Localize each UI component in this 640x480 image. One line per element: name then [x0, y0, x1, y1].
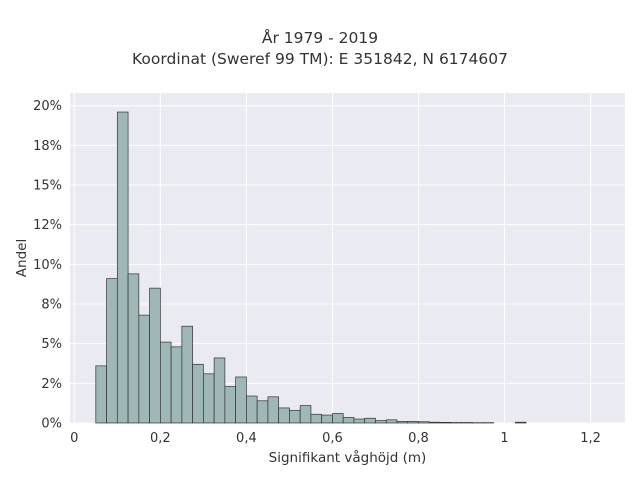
histogram-bar — [396, 421, 409, 424]
histogram-bar — [299, 405, 312, 424]
x-axis-label: Signifikant våghöjd (m) — [269, 449, 427, 466]
histogram-bar — [407, 421, 419, 424]
y-tick-label: 18% — [33, 139, 62, 154]
histogram-bar — [235, 376, 247, 424]
histogram-bar — [224, 386, 236, 424]
histogram-bar — [321, 414, 333, 424]
histogram-bar — [116, 111, 129, 424]
histogram-bar — [267, 396, 280, 424]
histogram-bar — [364, 417, 376, 424]
histogram-bar — [95, 365, 107, 424]
histogram-bar — [170, 346, 183, 424]
chart-title-line-2: Koordinat (Sweref 99 TM): E 351842, N 61… — [132, 50, 508, 68]
x-axis-ticks: 0 0,2 0,4 0,6 0,8 1 1,2 — [70, 431, 601, 446]
histogram-bar — [138, 314, 150, 424]
x-tick-label: 0,6 — [322, 431, 343, 446]
y-axis-label: Andel — [14, 239, 30, 277]
x-tick-label: 0,8 — [408, 431, 429, 446]
histogram-bar — [385, 419, 398, 424]
histogram-bar — [332, 413, 344, 424]
histogram-bar — [342, 417, 355, 424]
x-tick-label: 0,4 — [236, 431, 257, 446]
histogram-bar — [181, 325, 193, 424]
histogram-bar — [353, 418, 366, 424]
histogram-bar — [310, 413, 323, 424]
histogram-bar — [127, 273, 140, 424]
histogram-bar — [278, 407, 290, 424]
y-tick-label: 2% — [41, 377, 62, 392]
histogram-bar — [428, 421, 441, 424]
y-axis-ticks: 0% 2% 5% 8% 10% 12% 15% 18% 20% — [33, 99, 62, 431]
y-tick-label: 8% — [41, 298, 62, 313]
histogram-bar — [418, 421, 430, 424]
x-tick-label: 0,2 — [150, 431, 171, 446]
histogram-bar — [149, 287, 161, 424]
y-tick-label: 12% — [33, 218, 62, 233]
y-tick-label: 10% — [33, 258, 62, 273]
y-tick-label: 15% — [33, 179, 62, 194]
histogram-bar — [439, 422, 452, 424]
x-tick-label: 0 — [70, 431, 78, 446]
histogram-bar — [192, 363, 204, 424]
histogram-bar — [246, 395, 258, 424]
x-tick-label: 1,2 — [580, 431, 601, 446]
y-tick-label: 5% — [41, 337, 62, 352]
y-tick-label: 20% — [33, 99, 62, 114]
x-tick-label: 1 — [500, 431, 508, 446]
histogram-bar — [203, 373, 215, 424]
histogram-bar — [256, 400, 269, 424]
chart-title-line-1: År 1979 - 2019 — [261, 29, 379, 47]
y-tick-label: 0% — [41, 417, 62, 432]
histogram-bar — [514, 421, 527, 424]
histogram-bar — [375, 420, 387, 424]
histogram-bars — [95, 111, 527, 424]
histogram-bar — [289, 409, 301, 424]
histogram-bar — [106, 278, 118, 424]
histogram-bar — [213, 357, 226, 424]
histogram-bar — [159, 341, 172, 424]
